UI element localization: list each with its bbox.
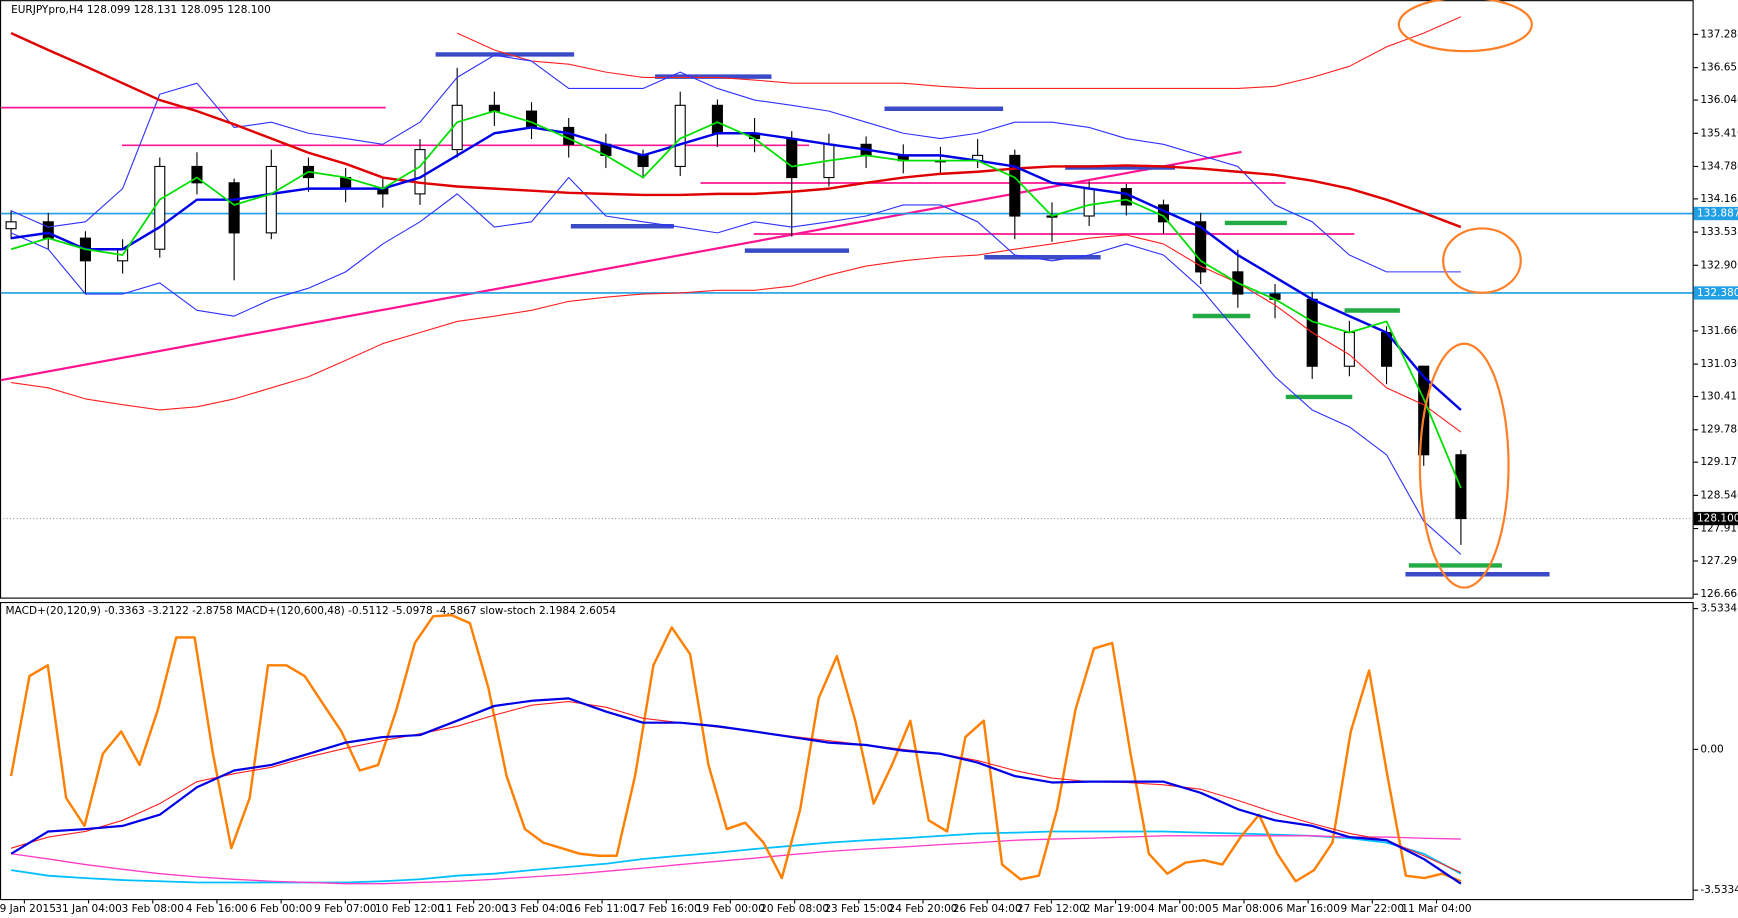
indicator-line xyxy=(10,54,1461,273)
indicator-line xyxy=(10,126,1462,411)
y-tick-label: 0.00 xyxy=(1700,743,1723,755)
highlight xyxy=(1397,0,1533,53)
x-tick-label: 10 Feb 12:00 xyxy=(375,903,444,915)
trend-line xyxy=(1,150,1242,382)
candle-body xyxy=(228,182,240,234)
y-tick-label: 129.785 xyxy=(1700,424,1738,436)
x-tick-label: 20 Feb 08:00 xyxy=(760,903,829,915)
indicator-line xyxy=(10,176,1462,555)
x-tick-label: 4 Feb 16:00 xyxy=(186,903,248,915)
y-tick-label: 131.030 xyxy=(1700,358,1738,370)
price-tag xyxy=(1693,206,1738,221)
highlight xyxy=(1442,227,1522,294)
x-tick-label: 4 Mar 00:00 xyxy=(1148,903,1212,915)
candle-body xyxy=(674,104,686,168)
candle-body xyxy=(1343,331,1355,367)
y-tick-label: 3.5334 xyxy=(1700,603,1737,615)
indicator-line xyxy=(10,110,1462,489)
indicator-line xyxy=(11,234,1462,433)
candle-body xyxy=(5,221,17,230)
x-tick-label: 9 Feb 07:00 xyxy=(314,903,376,915)
y-tick-label: 131.660 xyxy=(1700,325,1738,337)
x-tick-label: 31 Jan 04:00 xyxy=(55,903,122,915)
y-tick-label: 134.165 xyxy=(1700,193,1738,205)
indicator-line xyxy=(456,16,1462,90)
x-tick-label: 24 Feb 20:00 xyxy=(889,903,958,915)
x-tick-label: 29 Jan 2015 xyxy=(0,903,56,915)
candle-body xyxy=(265,165,277,234)
y-tick-label: 127.910 xyxy=(1700,523,1738,535)
price-layer xyxy=(1,16,1693,555)
candle-body xyxy=(1195,221,1207,273)
x-tick-label: 5 Mar 08:00 xyxy=(1212,903,1276,915)
candle-body xyxy=(637,154,649,168)
candle-body xyxy=(414,149,426,195)
candle-body xyxy=(786,137,798,179)
y-tick-label: 129.170 xyxy=(1700,456,1738,468)
candle-body xyxy=(1083,188,1095,217)
y-tick-label: 132.905 xyxy=(1700,259,1738,271)
highlight xyxy=(1418,342,1510,589)
y-tick-label: 130.415 xyxy=(1700,391,1738,403)
indicator-line xyxy=(10,835,1461,885)
x-tick-label: 23 Feb 15:00 xyxy=(824,903,893,915)
price-tag xyxy=(1693,286,1738,300)
indicator-line xyxy=(10,32,1462,229)
y-tick-label: 136.040 xyxy=(1700,94,1738,106)
y-tick-label: -3.5334 xyxy=(1700,884,1738,896)
x-tick-label: 6 Mar 16:00 xyxy=(1276,903,1340,915)
x-tick-label: 19 Feb 00:00 xyxy=(696,903,765,915)
candle-body xyxy=(711,104,723,134)
indicator-title: MACD+(20,120,9) -0.3363 -3.2122 -2.8758 … xyxy=(6,605,617,617)
indicator-layer xyxy=(9,613,1462,885)
candle-body xyxy=(1009,154,1021,217)
candle-body xyxy=(563,126,575,145)
x-tick-label: 11 Mar 04:00 xyxy=(1401,903,1471,915)
x-tick-label: 16 Feb 11:00 xyxy=(568,903,637,915)
x-tick-label: 27 Feb 12:00 xyxy=(1017,903,1086,915)
y-tick-label: 136.655 xyxy=(1700,62,1738,74)
indicator-line xyxy=(9,613,1462,883)
price-tag-label: 133.887 xyxy=(1697,208,1738,220)
x-tick-label: 6 Feb 00:00 xyxy=(250,903,312,915)
price-panel xyxy=(0,0,1694,599)
y-tick-label: 128.540 xyxy=(1700,489,1738,501)
y-tick-label: 134.780 xyxy=(1700,160,1738,172)
x-tick-label: 3 Feb 08:00 xyxy=(122,903,184,915)
candle-body xyxy=(525,110,538,129)
candle-body xyxy=(191,165,203,184)
x-tick-label: 11 Feb 20:00 xyxy=(439,903,508,915)
x-tick-label: 26 Feb 04:00 xyxy=(953,903,1022,915)
x-tick-label: 2 Mar 19:00 xyxy=(1084,903,1148,915)
y-tick-label: 127.295 xyxy=(1700,555,1738,567)
y-tick-label: 126.665 xyxy=(1700,588,1738,600)
y-tick-label: 133.535 xyxy=(1700,226,1738,238)
indicator-panel xyxy=(0,601,1694,901)
price-tag-label: 128.100 xyxy=(1697,513,1738,525)
x-tick-label: 17 Feb 16:00 xyxy=(632,903,701,915)
x-tick-label: 9 Mar 22:00 xyxy=(1341,903,1405,915)
candle-body xyxy=(154,165,166,250)
chart-title: EURJPYpro,H4 128.099 128.131 128.095 128… xyxy=(11,4,271,16)
x-tick-label: 13 Feb 04:00 xyxy=(503,903,572,915)
indicator-line xyxy=(10,697,1462,885)
price-tag-label: 132.380 xyxy=(1697,287,1738,299)
axes: 137.285 136.655 136.040 135.410 134.780 134.1… xyxy=(0,28,1738,915)
indicator-line xyxy=(10,830,1462,884)
y-tick-label: 135.410 xyxy=(1700,127,1738,139)
y-tick-label: 137.285 xyxy=(1700,28,1738,40)
pink-levels xyxy=(1,106,1355,235)
highlight-circles xyxy=(1397,0,1533,589)
price-tag xyxy=(1693,511,1738,526)
